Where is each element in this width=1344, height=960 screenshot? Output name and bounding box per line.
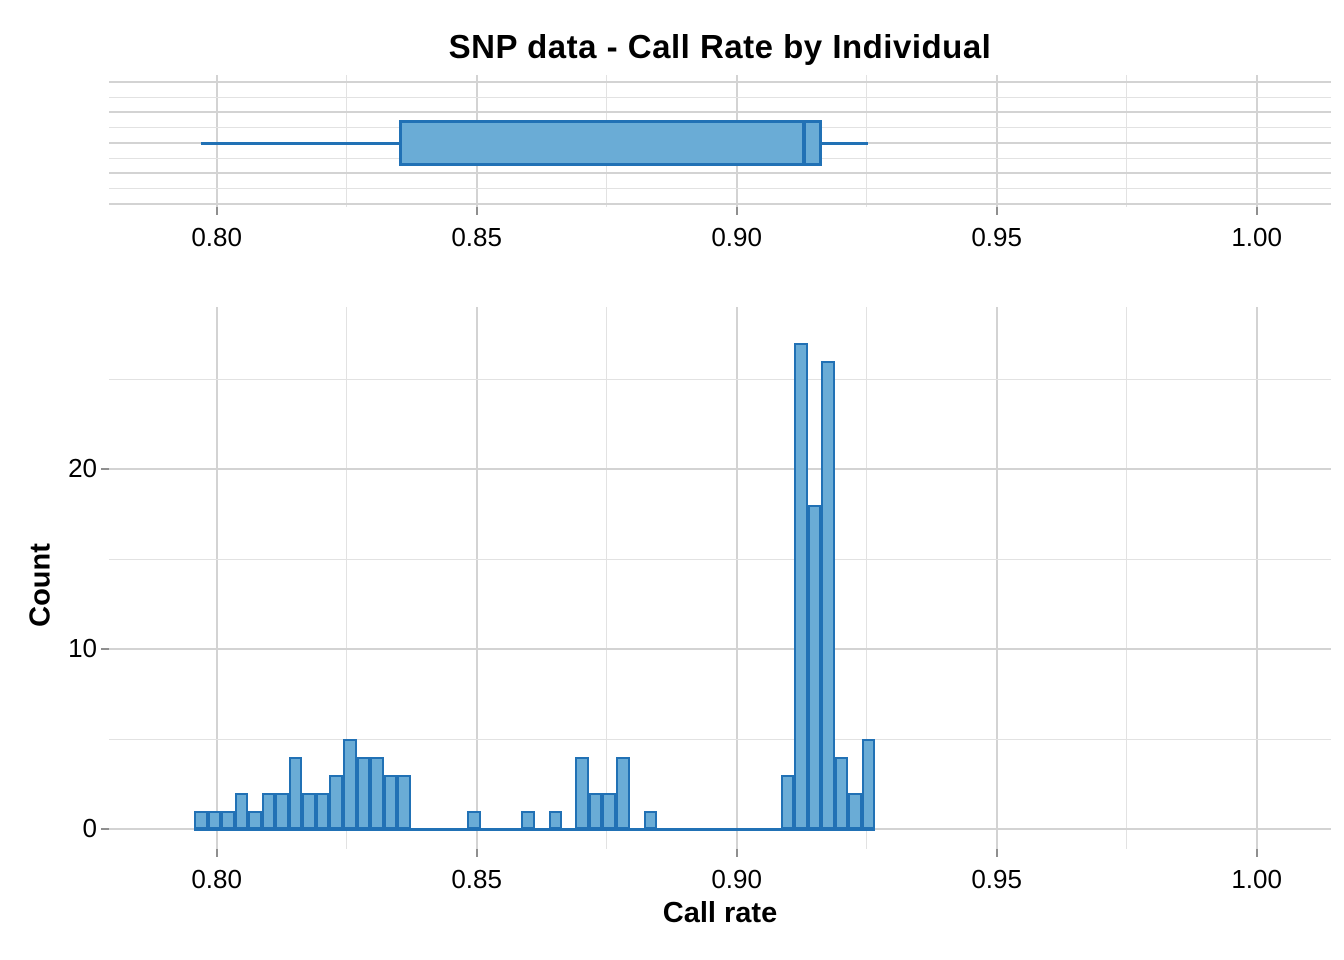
x-tick-label: 0.90 xyxy=(711,222,762,252)
major-gridline-horizontal xyxy=(109,468,1331,470)
minor-gridline-vertical xyxy=(866,75,868,207)
histogram-bar xyxy=(288,757,303,829)
histogram-bar xyxy=(221,811,235,829)
minor-gridline-vertical xyxy=(1126,307,1128,849)
major-gridline-vertical xyxy=(995,75,998,207)
major-gridline-vertical xyxy=(1255,75,1258,207)
histogram-bar xyxy=(848,793,862,829)
major-gridline-horizontal xyxy=(109,81,1331,83)
histogram-bar xyxy=(834,757,849,829)
boxplot-whisker-right xyxy=(822,141,869,145)
histogram-bar xyxy=(383,775,398,829)
x-tick-mark xyxy=(215,207,218,215)
histogram-bar xyxy=(302,793,316,829)
x-tick-mark xyxy=(215,849,218,857)
minor-gridline-horizontal xyxy=(109,378,1331,380)
minor-gridline-vertical xyxy=(346,75,348,207)
x-tick-label: 0.80 xyxy=(191,864,242,894)
x-tick-label: 0.95 xyxy=(971,222,1022,252)
boxplot-box xyxy=(398,120,823,166)
boxplot-median-line xyxy=(802,120,807,166)
histogram-bar xyxy=(356,757,371,829)
major-gridline-vertical xyxy=(1255,307,1258,849)
minor-gridline-horizontal xyxy=(109,558,1331,560)
histogram-bar xyxy=(548,811,563,829)
major-gridline-vertical xyxy=(475,307,478,849)
histogram-bar xyxy=(602,793,616,829)
histogram-bar xyxy=(588,793,603,829)
histogram-bar xyxy=(521,811,535,829)
histogram-bar xyxy=(821,361,835,829)
x-tick-label: 0.80 xyxy=(191,222,242,252)
major-gridline-horizontal xyxy=(109,202,1331,205)
x-tick-mark xyxy=(1255,207,1258,215)
x-tick-mark xyxy=(995,207,998,215)
major-gridline-horizontal xyxy=(109,648,1331,650)
histogram-bar xyxy=(329,775,343,829)
major-gridline-vertical xyxy=(735,307,738,849)
histogram-bar xyxy=(343,739,357,829)
histogram-bar xyxy=(275,793,289,829)
histogram-bar xyxy=(370,757,384,829)
histogram-bar xyxy=(861,739,876,829)
y-tick-label: 0 xyxy=(82,813,97,843)
x-tick-mark xyxy=(475,849,478,857)
minor-gridline-horizontal xyxy=(109,187,1331,189)
y-tick-mark xyxy=(101,468,109,470)
histogram-bar xyxy=(575,757,589,829)
boxplot-panel xyxy=(109,75,1331,207)
minor-gridline-vertical xyxy=(1126,75,1128,207)
major-gridline-vertical xyxy=(995,307,998,849)
x-tick-mark xyxy=(995,849,998,857)
major-gridline-horizontal xyxy=(109,172,1331,175)
histogram-bar xyxy=(234,793,249,829)
x-axis-title: Call rate xyxy=(662,897,778,929)
x-tick-mark xyxy=(475,207,478,215)
x-tick-label: 1.00 xyxy=(1231,222,1282,252)
major-gridline-vertical xyxy=(215,307,218,849)
histogram-bar xyxy=(794,343,808,829)
x-tick-label: 0.85 xyxy=(451,222,502,252)
x-tick-mark xyxy=(1255,849,1258,857)
chart-title: SNP data - Call Rate by Individual xyxy=(448,28,992,65)
histogram-bar xyxy=(194,811,208,829)
x-tick-mark xyxy=(735,207,738,215)
histogram-bar xyxy=(780,775,795,829)
major-gridline-horizontal xyxy=(109,111,1331,114)
histogram-bar xyxy=(248,811,262,829)
histogram-panel xyxy=(109,307,1331,849)
x-tick-label: 1.00 xyxy=(1231,864,1282,894)
boxplot-whisker-left xyxy=(201,141,399,145)
minor-gridline-vertical xyxy=(606,307,608,849)
histogram-bar xyxy=(807,505,822,829)
y-tick-label: 20 xyxy=(68,453,97,483)
y-tick-mark xyxy=(101,828,109,830)
y-tick-mark xyxy=(101,648,109,650)
minor-gridline-vertical xyxy=(346,307,348,849)
histogram-bar xyxy=(616,757,630,829)
y-tick-label: 10 xyxy=(68,633,97,663)
histogram-bar xyxy=(207,811,222,829)
histogram-bar xyxy=(315,793,330,829)
histogram-bar xyxy=(467,811,481,829)
x-tick-label: 0.90 xyxy=(711,864,762,894)
x-tick-label: 0.95 xyxy=(971,864,1022,894)
histogram-bar xyxy=(643,811,658,829)
histogram-bar xyxy=(261,793,276,829)
x-tick-label: 0.85 xyxy=(451,864,502,894)
y-axis-title: Count xyxy=(24,543,57,627)
minor-gridline-vertical xyxy=(866,307,868,849)
major-gridline-vertical xyxy=(215,75,218,207)
minor-gridline-horizontal xyxy=(109,738,1331,740)
x-tick-mark xyxy=(735,849,738,857)
histogram-baseline xyxy=(194,827,876,831)
minor-gridline-horizontal xyxy=(109,96,1331,98)
histogram-bar xyxy=(397,775,411,829)
